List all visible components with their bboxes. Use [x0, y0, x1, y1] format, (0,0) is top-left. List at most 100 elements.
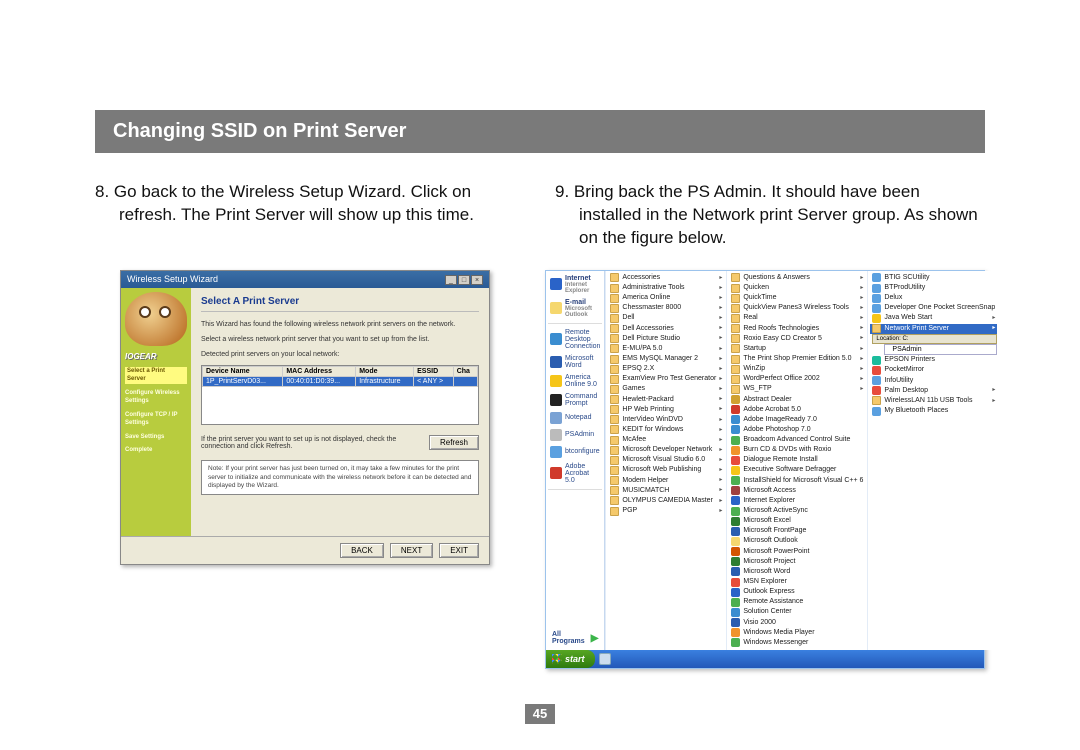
pinned-item[interactable]: Microsoft Word: [548, 353, 602, 371]
program-item[interactable]: Adobe Photoshop 7.0: [729, 425, 865, 435]
program-item[interactable]: Microsoft Access: [729, 486, 865, 496]
program-item[interactable]: Microsoft Excel: [729, 516, 865, 526]
program-item[interactable]: Java Web Start▸: [870, 313, 997, 323]
program-item[interactable]: Broadcom Advanced Control Suite: [729, 435, 865, 445]
program-item[interactable]: Visio 2000: [729, 618, 865, 628]
pinned-item[interactable]: Remote Desktop Connection: [548, 327, 602, 352]
program-item[interactable]: EMS MySQL Manager 2▸: [608, 354, 724, 364]
program-item[interactable]: Real▸: [729, 313, 865, 323]
program-item[interactable]: Burn CD & DVDs with Roxio: [729, 445, 865, 455]
app-icon: [550, 278, 562, 290]
program-item[interactable]: OLYMPUS CAMEDIA Master▸: [608, 496, 724, 506]
program-item[interactable]: PGP▸: [608, 506, 724, 516]
program-item[interactable]: Dialogue Remote Install: [729, 455, 865, 465]
program-item[interactable]: QuickView Panes3 Wireless Tools▸: [729, 303, 865, 313]
program-item[interactable]: Chessmaster 8000▸: [608, 303, 724, 313]
maximize-icon[interactable]: □: [458, 275, 470, 285]
wizard-table[interactable]: Device Name MAC Address Mode ESSID Cha 1…: [201, 365, 479, 425]
start-button[interactable]: start: [546, 650, 595, 668]
pinned-item[interactable]: btconfigure: [548, 444, 602, 460]
program-item[interactable]: The Print Shop Premier Edition 5.0▸: [729, 354, 865, 364]
program-item[interactable]: Hewlett-Packard▸: [608, 395, 724, 405]
back-button[interactable]: BACK: [340, 543, 384, 558]
pinned-item[interactable]: Adobe Acrobat 5.0: [548, 461, 602, 486]
program-item[interactable]: InfoUtility: [870, 376, 997, 386]
pinned-item[interactable]: E-mailMicrosoft Outlook: [548, 297, 602, 320]
expand-icon: ▸: [860, 385, 863, 394]
program-item[interactable]: BTProdUtility: [870, 283, 997, 293]
program-item[interactable]: MSN Explorer: [729, 577, 865, 587]
program-item[interactable]: Microsoft Word: [729, 567, 865, 577]
pinned-item[interactable]: InternetInternet Explorer: [548, 273, 602, 296]
program-item[interactable]: America Online▸: [608, 293, 724, 303]
program-item[interactable]: Microsoft PowerPoint: [729, 547, 865, 557]
program-item[interactable]: Dell Picture Studio▸: [608, 334, 724, 344]
program-item[interactable]: Administrative Tools▸: [608, 283, 724, 293]
program-item[interactable]: Abstract Dealer: [729, 395, 865, 405]
program-item[interactable]: Modem Helper▸: [608, 476, 724, 486]
program-item[interactable]: Outlook Express: [729, 587, 865, 597]
program-item[interactable]: Dell Accessories▸: [608, 324, 724, 334]
table-row[interactable]: 1P_PrintServD03... 00:40:01:D0:39... Inf…: [203, 377, 478, 387]
program-item[interactable]: ExamView Pro Test Generator▸: [608, 374, 724, 384]
program-item[interactable]: WordPerfect Office 2002▸: [729, 374, 865, 384]
pinned-item[interactable]: PSAdmin: [548, 427, 602, 443]
program-item[interactable]: Accessories▸: [608, 273, 724, 283]
program-item[interactable]: WS_FTP▸: [729, 384, 865, 394]
program-item[interactable]: Microsoft Outlook: [729, 536, 865, 546]
program-item[interactable]: BTIG SCUtility: [870, 273, 997, 283]
program-item[interactable]: EPSQ 2.X▸: [608, 364, 724, 374]
pinned-item[interactable]: America Online 9.0: [548, 372, 602, 390]
program-item[interactable]: WinZip▸: [729, 364, 865, 374]
program-item[interactable]: Microsoft Project: [729, 557, 865, 567]
program-item[interactable]: Remote Assistance: [729, 597, 865, 607]
program-item[interactable]: Microsoft Developer Network▸: [608, 445, 724, 455]
program-item[interactable]: KEDIT for Windows▸: [608, 425, 724, 435]
program-item[interactable]: Questions & Answers▸: [729, 273, 865, 283]
all-programs[interactable]: All Programs▶: [548, 628, 602, 648]
program-item[interactable]: Microsoft ActiveSync: [729, 506, 865, 516]
next-button[interactable]: NEXT: [390, 543, 433, 558]
exit-button[interactable]: EXIT: [439, 543, 479, 558]
program-item[interactable]: Internet Explorer: [729, 496, 865, 506]
program-item[interactable]: Microsoft FrontPage: [729, 526, 865, 536]
program-item[interactable]: HP Web Printing▸: [608, 405, 724, 415]
program-item[interactable]: InstallShield for Microsoft Visual C++ 6: [729, 476, 865, 486]
wizard-window-controls[interactable]: _□×: [444, 274, 483, 285]
program-item[interactable]: My Bluetooth Places: [870, 406, 997, 416]
program-item[interactable]: Startup▸: [729, 344, 865, 354]
program-item[interactable]: EPSON Printers: [870, 355, 997, 365]
program-item[interactable]: QuickTime▸: [729, 293, 865, 303]
program-item[interactable]: Palm Desktop▸: [870, 386, 997, 396]
program-item[interactable]: E-MU/PA 5.0▸: [608, 344, 724, 354]
program-item[interactable]: Microsoft Web Publishing▸: [608, 465, 724, 475]
program-item[interactable]: Delux: [870, 293, 997, 303]
program-item[interactable]: Solution Center: [729, 607, 865, 617]
pinned-item[interactable]: Command Prompt: [548, 391, 602, 409]
program-item[interactable]: Network Print Server▸: [870, 324, 997, 334]
program-item[interactable]: Windows Messenger: [729, 638, 865, 648]
program-item[interactable]: Quicken▸: [729, 283, 865, 293]
program-item[interactable]: Adobe Acrobat 5.0: [729, 405, 865, 415]
program-item[interactable]: WirelessLAN 11b USB Tools▸: [870, 396, 997, 406]
program-item[interactable]: Dell▸: [608, 313, 724, 323]
program-item[interactable]: McAfee▸: [608, 435, 724, 445]
submenu-item[interactable]: PSAdmin: [884, 344, 997, 355]
minimize-icon[interactable]: _: [445, 275, 457, 285]
program-item[interactable]: Red Roofs Technologies▸: [729, 324, 865, 334]
program-item[interactable]: PocketMirror: [870, 365, 997, 375]
taskbar-icon[interactable]: [599, 653, 611, 665]
program-item[interactable]: MUSICMATCH▸: [608, 486, 724, 496]
program-item[interactable]: InterVideo WinDVD▸: [608, 415, 724, 425]
pinned-item[interactable]: Notepad: [548, 410, 602, 426]
program-item[interactable]: Windows Media Player: [729, 628, 865, 638]
program-item[interactable]: Developer One Pocket ScreenSnap: [870, 303, 997, 313]
program-item[interactable]: Executive Software Defragger: [729, 465, 865, 475]
program-item[interactable]: Microsoft Visual Studio 6.0▸: [608, 455, 724, 465]
program-item[interactable]: Games▸: [608, 384, 724, 394]
program-item[interactable]: Adobe ImageReady 7.0: [729, 415, 865, 425]
program-item[interactable]: Roxio Easy CD Creator 5▸: [729, 334, 865, 344]
wizard-step-select: Select a Print Server: [125, 367, 187, 385]
close-icon[interactable]: ×: [471, 275, 483, 285]
refresh-button[interactable]: Refresh: [429, 435, 479, 450]
